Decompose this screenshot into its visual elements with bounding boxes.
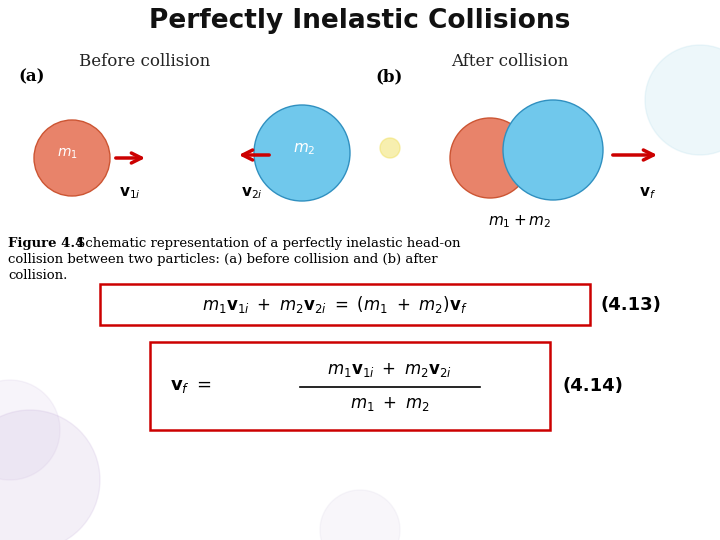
Text: $m_1$: $m_1$ (57, 147, 77, 161)
Text: $\mathbf{v}_{2i}$: $\mathbf{v}_{2i}$ (241, 185, 263, 201)
Text: collision between two particles: (a) before collision and (b) after: collision between two particles: (a) bef… (8, 253, 438, 266)
Text: (4.13): (4.13) (600, 295, 661, 314)
Text: $\mathbf{v}_{1i}$: $\mathbf{v}_{1i}$ (119, 185, 141, 201)
Circle shape (320, 490, 400, 540)
Ellipse shape (34, 120, 110, 196)
Text: Figure 4.4: Figure 4.4 (8, 237, 84, 250)
Text: After collision: After collision (451, 53, 569, 70)
Text: (b): (b) (375, 68, 402, 85)
FancyBboxPatch shape (100, 284, 590, 325)
Circle shape (380, 138, 400, 158)
Circle shape (0, 380, 60, 480)
Text: collision.: collision. (8, 269, 68, 282)
Text: Perfectly Inelastic Collisions: Perfectly Inelastic Collisions (149, 8, 571, 34)
Text: $m_1\ +\ m_2$: $m_1\ +\ m_2$ (350, 395, 430, 413)
Text: $\mathbf{v}_f\ =$: $\mathbf{v}_f\ =$ (170, 377, 212, 395)
Ellipse shape (450, 118, 530, 198)
Text: $m_1 + m_2$: $m_1 + m_2$ (488, 213, 552, 230)
Text: $m_1\mathbf{v}_{1i}\ +\ m_2\mathbf{v}_{2i}$: $m_1\mathbf{v}_{1i}\ +\ m_2\mathbf{v}_{2… (328, 361, 453, 379)
Text: $m_1\mathbf{v}_{1i}\ +\ m_2\mathbf{v}_{2i}\ =\ (m_1\ +\ m_2)\mathbf{v}_f$: $m_1\mathbf{v}_{1i}\ +\ m_2\mathbf{v}_{2… (202, 294, 468, 315)
Text: (4.14): (4.14) (562, 377, 623, 395)
Text: $\mathbf{v}_{f}$: $\mathbf{v}_{f}$ (639, 185, 657, 201)
Circle shape (0, 410, 100, 540)
Text: $m_2$: $m_2$ (293, 141, 315, 157)
Circle shape (645, 45, 720, 155)
Ellipse shape (503, 100, 603, 200)
Text: (a): (a) (18, 68, 45, 85)
FancyBboxPatch shape (150, 342, 550, 430)
Ellipse shape (254, 105, 350, 201)
Text: Before collision: Before collision (79, 53, 211, 70)
Text: Schematic representation of a perfectly inelastic head-on: Schematic representation of a perfectly … (72, 237, 461, 250)
